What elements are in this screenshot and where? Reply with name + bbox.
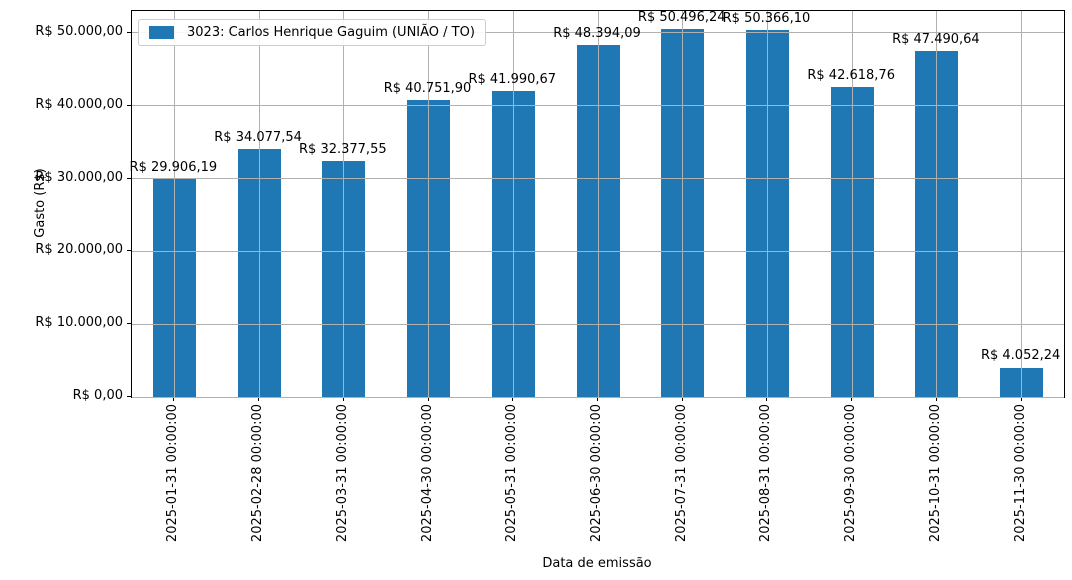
bar-value-label: R$ 41.990,67 (468, 72, 557, 88)
x-tick-label: 2025-10-31 00:00:00 (927, 404, 943, 543)
y-tick (127, 31, 131, 33)
bar-value-label: R$ 34.077,54 (214, 129, 302, 145)
legend: 3023: Carlos Henrique Gaguim (UNIÃO / TO… (138, 19, 486, 46)
legend-label: 3023: Carlos Henrique Gaguim (UNIÃO / TO… (187, 25, 475, 40)
bar-value-label: R$ 50.366,10 (722, 11, 811, 27)
x-gridline (173, 11, 175, 397)
x-gridline (343, 11, 345, 397)
y-tick (127, 104, 131, 106)
x-tick (851, 397, 853, 401)
x-tick-label: 2025-01-31 00:00:00 (165, 404, 181, 543)
x-tick-label: 2025-08-31 00:00:00 (758, 404, 774, 543)
y-tick (127, 250, 131, 252)
x-tick-label: 2025-11-30 00:00:00 (1012, 404, 1028, 543)
y-tick-label: R$ 30.000,00 (35, 169, 123, 185)
x-gridline (936, 11, 938, 397)
y-tick-label: R$ 40.000,00 (35, 96, 123, 112)
bar-value-label: R$ 29.906,19 (129, 160, 218, 176)
x-gridline (428, 11, 430, 397)
x-tick-label: 2025-02-28 00:00:00 (250, 404, 266, 543)
x-gridline (258, 11, 260, 397)
x-tick (597, 397, 598, 401)
bar-value-label: R$ 40.751,90 (383, 81, 472, 97)
y-axis-title: Gasto (R$) (33, 168, 48, 238)
x-gridline (766, 11, 768, 397)
x-tick-label: 2025-07-31 00:00:00 (673, 404, 689, 543)
x-tick (1020, 397, 1022, 401)
x-tick (512, 397, 514, 401)
x-gridline (851, 11, 853, 397)
y-tick (127, 323, 131, 325)
y-tick-label: R$ 0,00 (72, 388, 123, 403)
x-tick (766, 397, 768, 401)
y-tick-label: R$ 20.000,00 (35, 242, 123, 258)
x-tick-label: 2025-09-30 00:00:00 (843, 404, 859, 543)
y-tick (127, 396, 131, 397)
bar-value-label: R$ 50.496,24 (637, 10, 726, 26)
plot-area (131, 10, 1065, 398)
x-tick (173, 397, 175, 401)
bar-value-label: R$ 48.394,09 (553, 25, 641, 41)
bar-value-label: R$ 32.377,55 (299, 142, 387, 158)
x-gridline (597, 11, 599, 397)
y-tick (127, 177, 131, 179)
bar-value-label: R$ 42.618,76 (807, 67, 895, 83)
x-tick (681, 397, 683, 401)
x-tick-label: 2025-05-31 00:00:00 (504, 404, 520, 543)
x-tick-label: 2025-04-30 00:00:00 (419, 404, 435, 543)
x-tick (258, 397, 260, 401)
y-tick-label: R$ 10.000,00 (35, 315, 123, 331)
x-gridline (682, 11, 684, 397)
x-tick-label: 2025-06-30 00:00:00 (589, 404, 604, 543)
bar-value-label: R$ 47.490,64 (892, 32, 980, 48)
bar-value-label: R$ 4.052,24 (980, 348, 1061, 364)
x-axis-title: Data de emissão (542, 556, 652, 571)
x-tick (342, 397, 344, 401)
x-gridline (512, 11, 514, 397)
x-tick-label: 2025-03-31 00:00:00 (334, 404, 350, 543)
y-gridline (132, 396, 1064, 398)
x-tick (935, 397, 937, 401)
y-tick-label: R$ 50.000,00 (35, 23, 123, 39)
legend-swatch-icon (149, 26, 174, 39)
x-gridline (1021, 11, 1023, 397)
x-tick (427, 397, 429, 401)
